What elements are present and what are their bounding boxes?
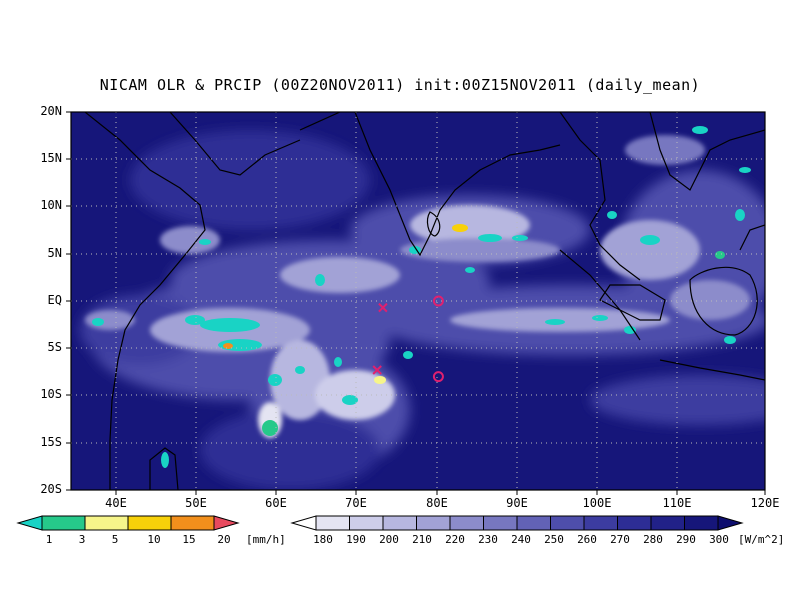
lon-label-40e: 40E	[105, 496, 127, 510]
precip-level-15: 15	[182, 533, 196, 546]
olr-level-200: 200	[379, 533, 399, 546]
lat-label-eq: EQ	[47, 293, 62, 307]
olr-colorbar	[290, 515, 744, 531]
olr-colorbar-box	[382, 515, 417, 531]
lat-label-20s: 20S	[40, 482, 62, 496]
olr-level-280: 280	[643, 533, 663, 546]
lon-label-100e: 100E	[582, 496, 612, 510]
olr-colorbar-box	[684, 515, 719, 531]
lat-label-15s: 15S	[40, 435, 62, 449]
olr-level-190: 190	[346, 533, 366, 546]
lon-label-120e: 120E	[750, 496, 780, 510]
olr-level-210: 210	[412, 533, 432, 546]
marker-layer	[372, 295, 444, 383]
precip-unit: [mm/h]	[246, 533, 286, 546]
olr-level-250: 250	[544, 533, 564, 546]
lat-label-20n: 20N	[40, 104, 62, 118]
lat-label-5s: 5S	[47, 340, 62, 354]
olr-level-290: 290	[676, 533, 696, 546]
olr-colorbar-box	[583, 515, 618, 531]
precip-colorbar-box	[127, 515, 172, 531]
x-marker	[378, 302, 388, 313]
olr-colorbar-box	[449, 515, 484, 531]
olr-colorbar-box	[617, 515, 652, 531]
precip-level-20: 20	[217, 533, 231, 546]
olr-colorbar-box	[349, 515, 384, 531]
o-marker	[432, 295, 444, 307]
lon-label-90e: 90E	[506, 496, 528, 510]
precip-cells	[92, 126, 751, 468]
lon-label-70e: 70E	[345, 496, 367, 510]
precip-colorbar-box	[170, 515, 215, 531]
precip-colorbar-low-arrow	[16, 515, 43, 531]
olr-colorbar-high-arrow	[717, 515, 744, 531]
olr-colorbar-box	[650, 515, 685, 531]
x-marker	[372, 365, 382, 375]
olr-level-260: 260	[577, 533, 597, 546]
lon-label-60e: 60E	[265, 496, 287, 510]
olr-colorbar-box	[516, 515, 551, 531]
olr-level-270: 270	[610, 533, 630, 546]
coastlines	[84, 112, 765, 490]
olr-colorbar-box	[416, 515, 451, 531]
lat-label-5n: 5N	[47, 246, 62, 260]
olr-level-220: 220	[445, 533, 465, 546]
olr-level-230: 230	[478, 533, 498, 546]
precip-level-10: 10	[147, 533, 161, 546]
precip-level-5: 5	[111, 533, 119, 546]
axis-ticks	[66, 111, 766, 495]
precip-level-1: 1	[45, 533, 53, 546]
map-title: NICAM OLR & PRCIP (00Z20NOV2011) init:00…	[99, 76, 701, 94]
olr-level-300: 300	[709, 533, 729, 546]
precip-colorbar-high-arrow	[213, 515, 240, 531]
o-marker	[432, 371, 444, 383]
map-field	[71, 112, 765, 490]
olr-colorbar-low-arrow	[290, 515, 317, 531]
precip-colorbar-box	[84, 515, 129, 531]
lat-label-15n: 15N	[40, 151, 62, 165]
lat-label-10n: 10N	[40, 198, 62, 212]
olr-level-180: 180	[313, 533, 333, 546]
precip-level-3: 3	[78, 533, 86, 546]
olr-colorbar-box	[550, 515, 585, 531]
precip-colorbar	[16, 515, 240, 531]
lon-label-80e: 80E	[426, 496, 448, 510]
lon-label-50e: 50E	[185, 496, 207, 510]
olr-colorbar-box	[315, 515, 350, 531]
precip-colorbar-box	[41, 515, 86, 531]
olr-unit: [W/m^2]	[738, 533, 785, 546]
grid-lines	[71, 112, 765, 490]
lon-label-110e: 110E	[662, 496, 692, 510]
lat-label-10s: 10S	[40, 387, 62, 401]
olr-colorbar-box	[483, 515, 518, 531]
olr-level-240: 240	[511, 533, 531, 546]
